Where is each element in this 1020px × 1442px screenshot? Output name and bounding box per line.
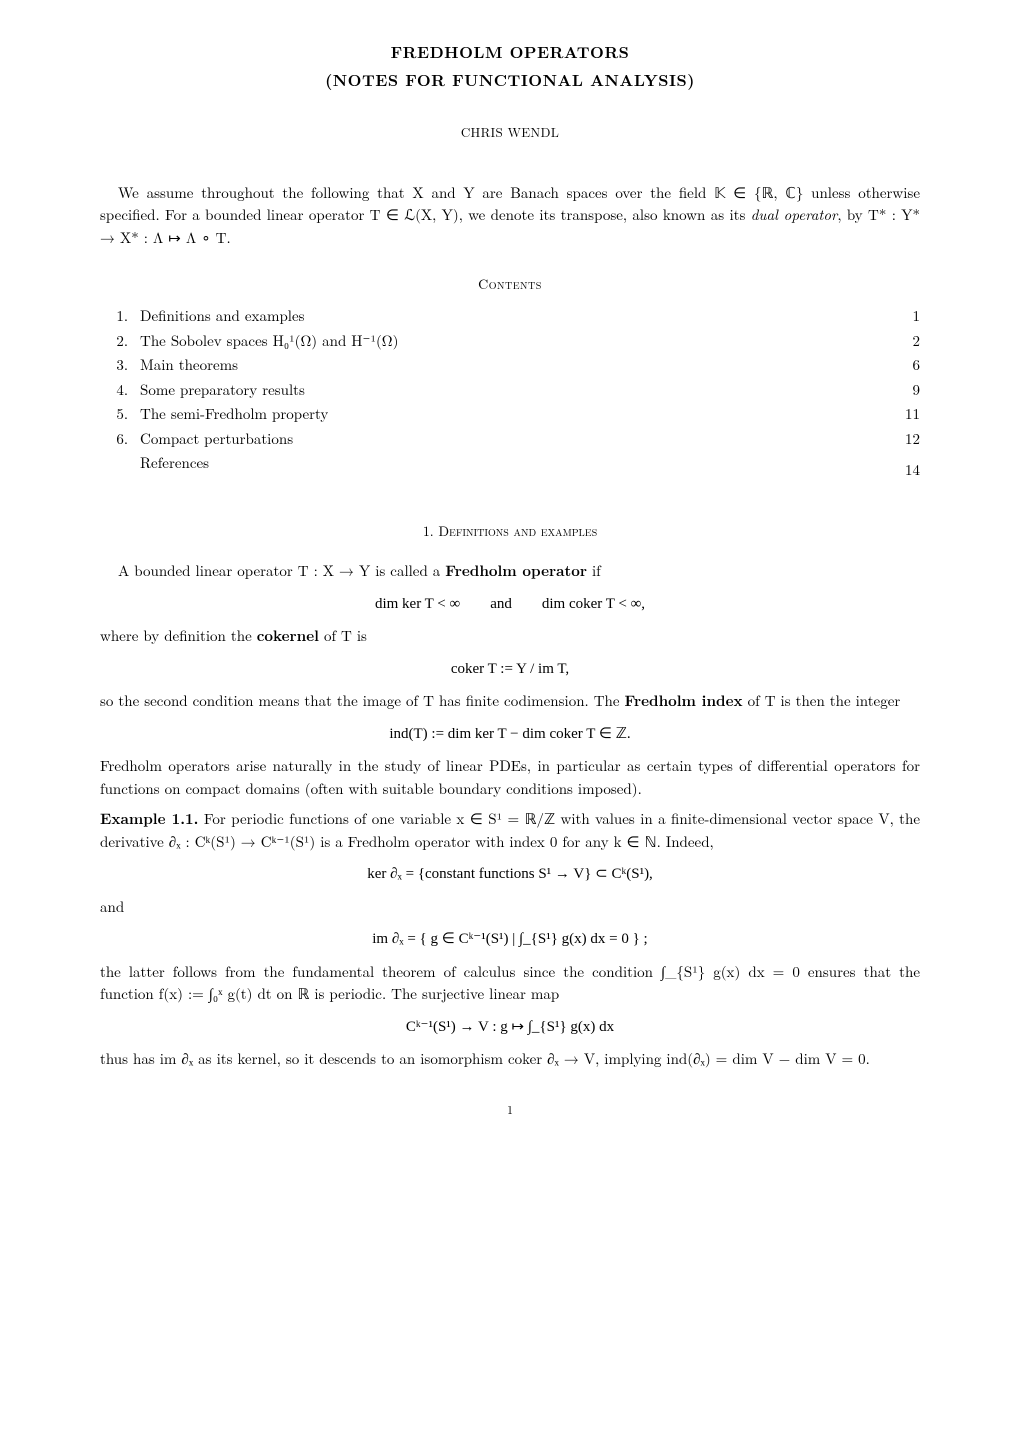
cokernel-term: cokernel	[257, 625, 319, 646]
toc-title: Some preparatory results	[140, 379, 305, 402]
toc-page: 9	[892, 379, 920, 402]
and-connector: and	[100, 896, 920, 919]
toc-row: 4. Some preparatory results 9	[100, 379, 920, 402]
toc-title: The Sobolev spaces H₀¹(Ω) and H⁻¹(Ω)	[140, 330, 398, 353]
fredholm-operator-term: Fredholm operator	[445, 560, 587, 581]
dual-operator-term: dual operator	[751, 204, 838, 225]
example-label: Example 1.1.	[100, 808, 198, 829]
toc-row: 5. The semi-Fredholm property 11	[100, 403, 920, 426]
toc-title: Definitions and examples	[140, 305, 305, 328]
text: where by definition the	[100, 625, 257, 646]
toc-row: 2. The Sobolev spaces H₀¹(Ω) and H⁻¹(Ω) …	[100, 330, 920, 353]
paragraph-fredholm-def: A bounded linear operator T : X → Y is c…	[100, 560, 920, 583]
toc-number: 5.	[100, 403, 140, 426]
title-line-1: FREDHOLM OPERATORS	[100, 40, 920, 64]
toc-page: 12	[885, 428, 920, 451]
toc-title: References	[140, 452, 209, 475]
paragraph-isomorphism: thus has im ∂ₓ as its kernel, so it desc…	[100, 1048, 920, 1071]
text: so the second condition means that the i…	[100, 690, 625, 711]
paragraph-cokernel-def: where by definition the cokernel of T is	[100, 625, 920, 648]
contents-heading: Contents	[100, 274, 920, 295]
toc-title: Main theorems	[140, 354, 238, 377]
text: A bounded linear operator T : X → Y is c…	[118, 560, 445, 581]
equation-index: ind(T) := dim ker T − dim coker T ∈ ℤ.	[100, 723, 920, 746]
author: CHRIS WENDL	[100, 122, 920, 142]
section-1-heading: 1. Definitions and examples	[100, 521, 920, 542]
text: if	[587, 560, 601, 581]
table-of-contents: 1. Definitions and examples 1 2. The Sob…	[100, 305, 920, 481]
toc-page: 11	[885, 403, 920, 426]
toc-number	[100, 452, 140, 475]
toc-number: 4.	[100, 379, 140, 402]
fredholm-index-term: Fredholm index	[625, 690, 743, 711]
toc-row: References 14	[100, 452, 920, 481]
toc-page: 14	[885, 459, 920, 482]
toc-row: 1. Definitions and examples 1	[100, 305, 920, 328]
equation-surjective-map: Cᵏ⁻¹(S¹) → V : g ↦ ∫_{S¹} g(x) dx	[100, 1016, 920, 1039]
text: of T is then the integer	[743, 690, 901, 711]
intro-paragraph: We assume throughout the following that …	[100, 182, 920, 250]
toc-number: 2.	[100, 330, 140, 353]
toc-page: 6	[892, 354, 920, 377]
equation-ker-partial: ker ∂ₓ = {constant functions S¹ → V} ⊂ C…	[100, 863, 920, 886]
example-text: For periodic functions of one variable x…	[100, 808, 920, 852]
equation-coker: coker T := Y / im T,	[100, 658, 920, 681]
toc-number: 3.	[100, 354, 140, 377]
example-1-1: Example 1.1. For periodic functions of o…	[100, 808, 920, 853]
paragraph-ftc: the latter follows from the fundamental …	[100, 961, 920, 1006]
toc-title: The semi-Fredholm property	[140, 403, 328, 426]
toc-row: 3. Main theorems 6	[100, 354, 920, 377]
title-line-2: (NOTES FOR FUNCTIONAL ANALYSIS)	[100, 68, 920, 92]
toc-page: 2	[892, 330, 920, 353]
toc-number: 1.	[100, 305, 140, 328]
toc-page: 1	[892, 305, 920, 328]
toc-number: 6.	[100, 428, 140, 451]
text: of T is	[319, 625, 367, 646]
toc-title: Compact perturbations	[140, 428, 293, 451]
page-number: 1	[100, 1101, 920, 1119]
toc-row: 6. Compact perturbations 12	[100, 428, 920, 451]
equation-dim-ker: dim ker T < ∞ and dim coker T < ∞,	[100, 593, 920, 616]
paragraph-pde-context: Fredholm operators arise naturally in th…	[100, 755, 920, 800]
equation-im-partial: im ∂ₓ = { g ∈ Cᵏ⁻¹(S¹) | ∫_{S¹} g(x) dx …	[100, 928, 920, 951]
paragraph-fredholm-index: so the second condition means that the i…	[100, 690, 920, 713]
